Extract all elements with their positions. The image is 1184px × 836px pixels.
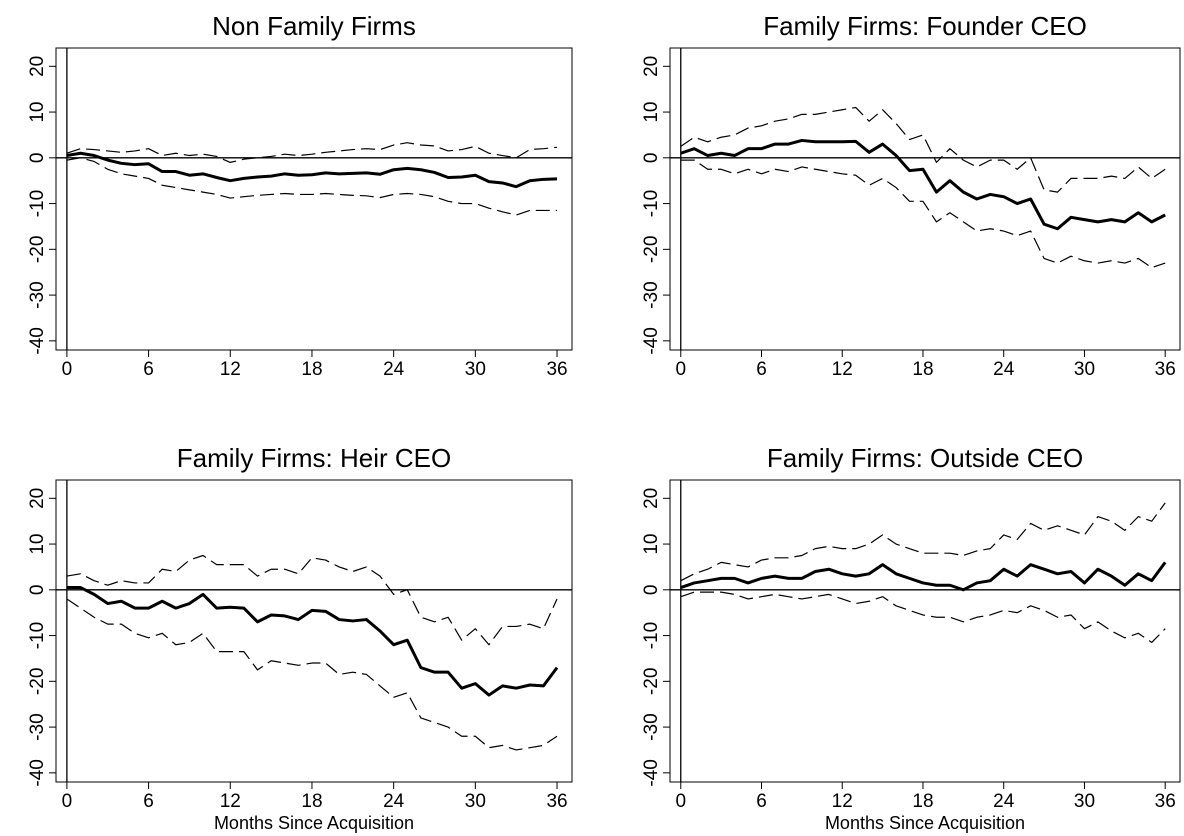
chart-title: Non Family Firms [212, 11, 416, 41]
band-line [680, 591, 1166, 644]
y-tick-label: -10 [27, 622, 48, 649]
estimate-line [66, 151, 558, 189]
y-tick-label: -10 [641, 190, 662, 217]
y-tick-label: -10 [641, 622, 662, 649]
y-tick-label: -30 [27, 713, 48, 740]
band-line [680, 106, 1166, 193]
x-tick-label: 18 [912, 791, 933, 812]
y-tick-label: 20 [27, 488, 48, 509]
x-tick-label: 0 [62, 791, 73, 812]
x-tick-label: 36 [1155, 791, 1176, 812]
y-tick-label: -30 [641, 713, 662, 740]
plot-frame [669, 47, 1181, 351]
x-tick-label: 30 [1074, 359, 1095, 380]
y-tick-label: -30 [27, 281, 48, 308]
y-tick-label: 20 [27, 56, 48, 77]
x-tick-label: 30 [465, 359, 486, 380]
x-tick-label: 24 [383, 791, 405, 812]
x-tick-label: 0 [675, 791, 686, 812]
y-tick-label: -40 [27, 759, 48, 786]
estimate-line [680, 561, 1167, 592]
chart-title: Family Firms: Founder CEO [763, 11, 1087, 41]
x-tick-label: 24 [993, 359, 1015, 380]
x-tick-label: 6 [756, 791, 767, 812]
x-tick-label: 12 [220, 359, 241, 380]
x-tick-label: 12 [832, 359, 853, 380]
x-axis-label: Months Since Acquisition [825, 813, 1025, 833]
x-tick-label: 36 [1155, 359, 1176, 380]
x-tick-label: 12 [220, 791, 241, 812]
band-line [680, 159, 1166, 269]
y-tick-label: -30 [641, 281, 662, 308]
x-tick-label: 30 [1074, 791, 1095, 812]
x-tick-label: 6 [143, 791, 154, 812]
x-tick-label: 24 [993, 791, 1015, 812]
y-tick-label: -20 [27, 236, 48, 263]
y-tick-label: 10 [27, 101, 48, 122]
x-tick-label: 6 [143, 359, 154, 380]
y-tick-label: 10 [641, 101, 662, 122]
chart-title: Family Firms: Heir CEO [177, 443, 451, 473]
y-tick-label: 0 [27, 585, 48, 596]
x-tick-label: 0 [675, 359, 686, 380]
y-tick-label: 0 [641, 153, 662, 164]
x-tick-label: 18 [912, 359, 933, 380]
plot-frame [55, 47, 573, 351]
band-line [66, 554, 558, 646]
x-tick-label: 18 [301, 791, 322, 812]
x-tick-label: 18 [301, 359, 322, 380]
y-tick-label: 10 [641, 533, 662, 554]
y-tick-label: -20 [641, 236, 662, 263]
plot-frame [55, 479, 573, 783]
x-tick-label: 12 [832, 791, 853, 812]
y-tick-label: -20 [27, 668, 48, 695]
x-tick-label: 0 [62, 359, 73, 380]
y-tick-label: 10 [27, 533, 48, 554]
band-line [66, 142, 558, 163]
chart-title: Family Firms: Outside CEO [767, 443, 1083, 473]
band-line [66, 598, 558, 751]
y-tick-label: 0 [27, 153, 48, 164]
y-tick-label: -10 [27, 190, 48, 217]
x-tick-label: 6 [756, 359, 767, 380]
estimate-line [66, 586, 559, 697]
y-tick-label: 20 [641, 488, 662, 509]
y-tick-label: -40 [641, 759, 662, 786]
x-tick-label: 36 [546, 359, 567, 380]
band-line [680, 502, 1166, 582]
y-tick-label: -40 [641, 327, 662, 354]
plot-frame [669, 479, 1181, 783]
x-tick-label: 24 [383, 359, 405, 380]
estimate-line [680, 138, 1166, 231]
y-tick-label: -40 [27, 327, 48, 354]
y-tick-label: 20 [641, 56, 662, 77]
y-tick-label: -20 [641, 668, 662, 695]
y-tick-label: 0 [641, 585, 662, 596]
band-line [66, 157, 558, 216]
x-tick-label: 30 [465, 791, 486, 812]
x-tick-label: 36 [546, 791, 567, 812]
x-axis-label: Months Since Acquisition [214, 813, 414, 833]
